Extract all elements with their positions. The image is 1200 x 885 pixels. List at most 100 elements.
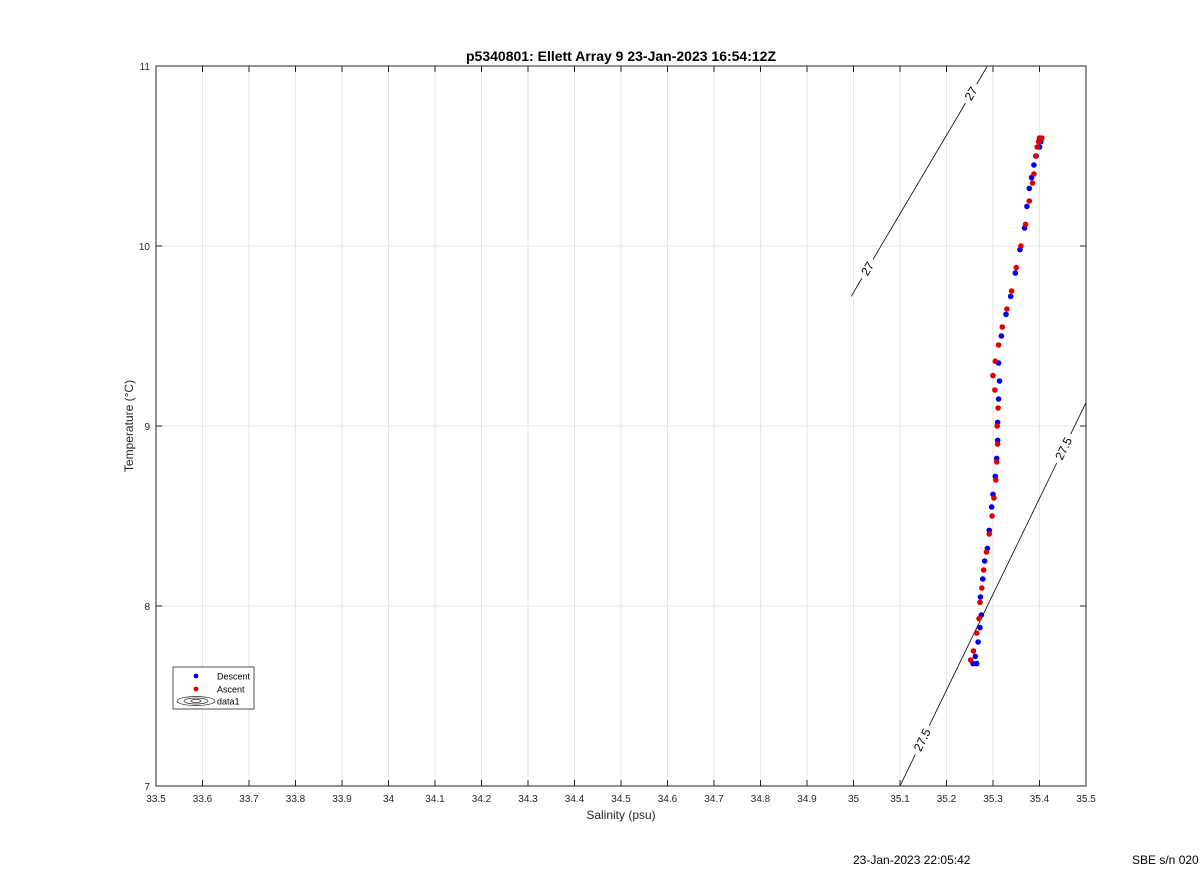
- descent-point: [1026, 185, 1033, 192]
- ascent-point: [973, 630, 980, 636]
- isopycnal-line: [1070, 402, 1087, 435]
- ascent-point: [992, 387, 998, 393]
- x-tick-label: 34.2: [472, 794, 492, 805]
- y-tick-label: 7: [144, 782, 150, 793]
- legend-box: [172, 666, 255, 710]
- ascent-point: [992, 358, 999, 365]
- y-axis: 7 8 9 10 11: [139, 62, 1086, 793]
- legend: Descent Ascent data1: [172, 666, 255, 710]
- footer-timestamp: 23-Jan-2023 22:05:42: [853, 853, 971, 867]
- x-tick-label: 33.7: [239, 794, 259, 805]
- x-axis: 33.5 33.6 33.7 33.8 33.9 34 34.1 34.2 34.3 34.4 34…: [146, 66, 1096, 805]
- ascent-point: [1004, 306, 1010, 312]
- isopycnal-label: 27: [962, 84, 981, 103]
- descent-point: [1031, 162, 1037, 168]
- descent-point: [995, 396, 1002, 402]
- ascent-point: [994, 423, 1000, 429]
- ascent-point: [979, 585, 985, 591]
- ascent-point: [992, 477, 999, 483]
- x-tick-label: 34.3: [518, 794, 538, 805]
- x-tick-label: 34.8: [751, 794, 771, 805]
- descent-point: [981, 558, 988, 564]
- ascent-point: [1022, 221, 1029, 228]
- ascent-point: [993, 459, 1000, 465]
- descent-point: [1007, 293, 1014, 300]
- descent-point: [977, 594, 984, 600]
- ascent-point: [970, 648, 977, 654]
- ascent-point: [967, 657, 974, 663]
- ascent-point: [1013, 264, 1020, 271]
- ascent-point: [1008, 288, 1015, 294]
- footer-serial: SBE s/n 020: [1132, 853, 1199, 867]
- isopycnal-label: 27: [858, 259, 877, 278]
- isopycnal-label: 27.5: [911, 726, 934, 753]
- isopycnal-line: [899, 754, 916, 787]
- y-tick-label: 9: [144, 422, 150, 433]
- isopycnal-line: [928, 462, 1058, 726]
- descent-point: [998, 333, 1005, 339]
- x-tick-label: 35.1: [890, 794, 910, 805]
- x-axis-label: Salinity (psu): [586, 808, 655, 822]
- descent-point: [975, 639, 981, 645]
- ascent-point: [989, 513, 995, 519]
- ascent-point: [991, 495, 997, 501]
- ascent-point: [976, 615, 982, 622]
- legend-ascent-label: Ascent: [217, 685, 245, 695]
- x-tick-label: 33.5: [146, 794, 166, 805]
- ascent-point: [1029, 180, 1036, 186]
- isopycnal-contours: 27 27 27.5 27.5: [850, 65, 1087, 787]
- descent-point: [972, 653, 979, 660]
- descent-point: [1003, 311, 1009, 318]
- x-tick-label: 33.9: [332, 794, 352, 805]
- x-tick-label: 34.9: [797, 794, 817, 805]
- isopycnal-line: [872, 102, 966, 260]
- ascent-point: [994, 441, 1001, 447]
- y-tick-label: 8: [144, 602, 150, 613]
- ascent-point: [995, 405, 1001, 411]
- grid: [155, 65, 1087, 787]
- ascent-point: [977, 599, 983, 606]
- descent-point: [973, 660, 980, 667]
- contour-legend-icon: [176, 696, 216, 706]
- data-points: [967, 135, 1045, 667]
- descent-point: [996, 378, 1003, 384]
- y-axis-label: Temperature (°C): [122, 380, 136, 472]
- descent-point: [977, 624, 983, 631]
- ascent-point: [995, 342, 1002, 348]
- ascent-point: [1031, 171, 1037, 177]
- descent-point: [979, 576, 986, 582]
- x-tick-label: 35.4: [1030, 794, 1050, 805]
- x-tick-label: 33.6: [193, 794, 213, 805]
- x-tick-label: 34: [383, 794, 395, 805]
- isopycnal-label: 27.5: [1052, 435, 1075, 462]
- ascent-point: [1039, 135, 1045, 141]
- descent-point: [1012, 270, 1019, 276]
- legend-descent-label: Descent: [217, 672, 251, 682]
- ascent-point: [1032, 153, 1039, 159]
- x-tick-label: 34.5: [611, 794, 631, 805]
- isopycnal-line: [976, 65, 988, 85]
- x-tick-label: 35.3: [983, 794, 1003, 805]
- ascent-point: [999, 324, 1006, 330]
- legend-data1-label: data1: [217, 697, 240, 707]
- descent-point: [988, 504, 995, 510]
- ascent-point: [980, 567, 987, 573]
- chart-title: p5340801: Ellett Array 9 23-Jan-2023 16:…: [466, 48, 776, 64]
- ascent-point: [1026, 198, 1033, 204]
- x-tick-label: 34.4: [565, 794, 585, 805]
- x-tick-label: 35: [848, 794, 860, 805]
- legend-ascent-marker: [193, 686, 199, 692]
- legend-descent-marker: [193, 673, 199, 679]
- y-tick-label: 10: [139, 242, 151, 253]
- x-tick-label: 35.2: [937, 794, 957, 805]
- x-tick-label: 34.6: [658, 794, 678, 805]
- ascent-point: [990, 372, 996, 379]
- isopycnal-line: [850, 278, 863, 297]
- x-tick-label: 34.7: [704, 794, 724, 805]
- x-tick-label: 35.5: [1076, 794, 1096, 805]
- descent-point: [1024, 203, 1030, 210]
- ascent-point: [1034, 144, 1040, 150]
- x-tick-label: 33.8: [286, 794, 306, 805]
- ascent-point: [986, 531, 993, 537]
